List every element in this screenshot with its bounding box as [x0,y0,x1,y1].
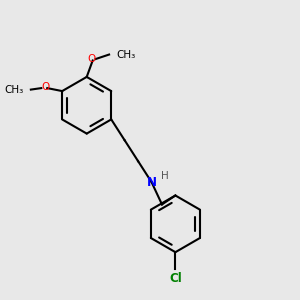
Text: CH₃: CH₃ [116,50,136,59]
Text: CH₃: CH₃ [4,85,23,94]
Text: O: O [42,82,50,92]
Text: Cl: Cl [169,272,182,286]
Text: N: N [146,176,157,189]
Text: H: H [161,171,169,181]
Text: O: O [87,54,95,64]
